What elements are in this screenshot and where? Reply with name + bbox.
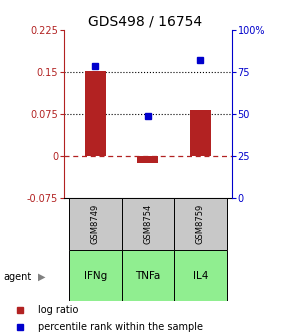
Text: percentile rank within the sample: percentile rank within the sample: [38, 322, 203, 332]
Bar: [69, 198, 122, 250]
Text: TNFa: TNFa: [135, 270, 161, 281]
Text: GSM8759: GSM8759: [196, 204, 205, 244]
Text: GDS498 / 16754: GDS498 / 16754: [88, 15, 202, 29]
Bar: [69, 250, 122, 301]
Bar: [190, 110, 211, 156]
Bar: [137, 156, 158, 163]
Text: IL4: IL4: [193, 270, 208, 281]
Text: agent: agent: [3, 272, 31, 282]
Bar: [174, 250, 227, 301]
Text: IFNg: IFNg: [84, 270, 107, 281]
Text: ▶: ▶: [38, 272, 46, 282]
Text: log ratio: log ratio: [38, 305, 79, 315]
Bar: [122, 198, 174, 250]
Bar: [85, 71, 106, 156]
Text: GSM8749: GSM8749: [91, 204, 100, 244]
Text: GSM8754: GSM8754: [143, 204, 153, 244]
Bar: [122, 250, 174, 301]
Bar: [174, 198, 227, 250]
